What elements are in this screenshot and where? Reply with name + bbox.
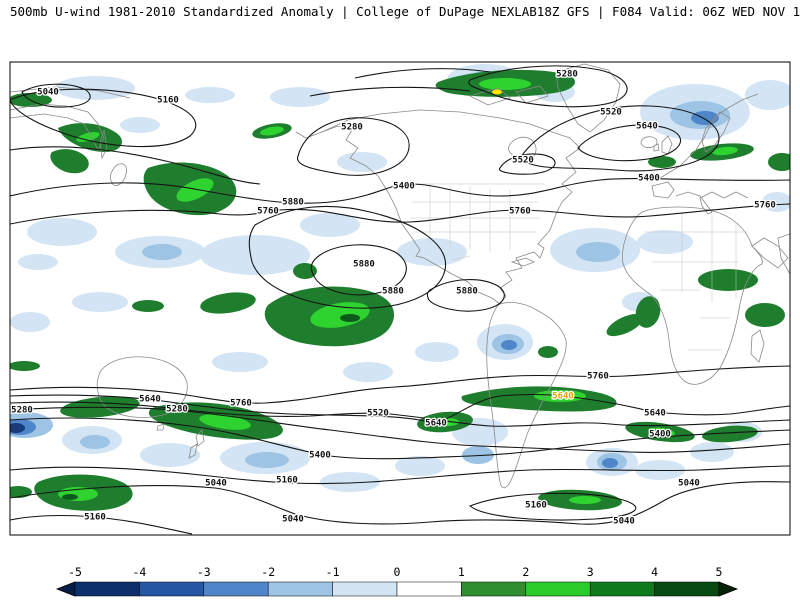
anomaly-colorbar: -5 -4 -3 -2 -1 0 1 2 3 4 5 (0, 560, 800, 600)
contour-label: 5040 (37, 88, 59, 98)
contour-label: 5760 (230, 399, 252, 409)
colorbar-tick-label: 3 (587, 565, 594, 579)
colorbar-segment (397, 582, 461, 596)
colorbar-tick-label: 4 (651, 565, 658, 579)
colorbar-segment (333, 582, 397, 596)
contour-label: 5160 (157, 96, 179, 106)
colorbar-tick-label: 1 (458, 565, 465, 579)
contour-label: 5880 (382, 287, 404, 297)
contour-label: 5160 (525, 501, 547, 511)
contour-label: 5640 (636, 122, 658, 132)
contour-label: 5400 (649, 430, 671, 440)
colorbar-segment (204, 582, 268, 596)
colorbar-tick-label: -4 (132, 565, 146, 579)
contour-label: 5400 (638, 174, 660, 184)
contour-label: 5160 (276, 476, 298, 486)
colorbar-segment (268, 582, 332, 596)
colorbar-tick-label: 0 (394, 565, 401, 579)
colorbar-tick-label: 2 (522, 565, 529, 579)
colorbar-tick-label: -1 (326, 565, 340, 579)
contour-label: 5520 (600, 108, 622, 118)
contour-label: 5280 (166, 405, 188, 415)
colorbar-segment (590, 582, 654, 596)
contour-label: 5640 (425, 419, 447, 429)
colorbar-segment (655, 582, 719, 596)
contour-label: 5040 (613, 517, 635, 527)
contour-label: 5400 (393, 182, 415, 192)
contour-label: 5760 (509, 207, 531, 217)
contour-label: 5880 (282, 198, 304, 208)
contour-label: 5280 (11, 406, 33, 416)
contour-label: 5640 (644, 409, 666, 419)
colorbar-segment (75, 582, 139, 596)
contour-label: 5280 (341, 123, 363, 133)
contour-label: 5760 (754, 201, 776, 211)
colorbar-cap-right (719, 582, 737, 596)
contour-label: 5880 (353, 260, 375, 270)
colorbar-tick-label: -3 (197, 565, 211, 579)
colorbar-segment (461, 582, 525, 596)
contour-label: 5640 (139, 395, 161, 405)
colorbar-tick-label: -2 (261, 565, 275, 579)
colorbar-segment (139, 582, 203, 596)
weather-map-page: 500mb U-wind 1981-2010 Standardized Anom… (0, 0, 800, 600)
contour-label: 5040 (282, 515, 304, 525)
contour-label: 5880 (456, 287, 478, 297)
contour-label: 5760 (587, 372, 609, 382)
colorbar-segment (526, 582, 590, 596)
colorbar-tick-label: 5 (716, 565, 723, 579)
colorbar-tick-label: -5 (68, 565, 82, 579)
contour-label: 5640 (552, 392, 574, 402)
contour-label: 5400 (309, 451, 331, 461)
world-map: 5040 5160 5280 5280 5520 5640 5520 5400 5400 5760… (0, 0, 800, 600)
contour-label: 5520 (367, 409, 389, 419)
contour-label: 5760 (257, 207, 279, 217)
contour-label: 5280 (556, 70, 578, 80)
contour-label: 5520 (512, 156, 534, 166)
contour-label: 5040 (678, 479, 700, 489)
contour-label: 5160 (84, 513, 106, 523)
contour-label: 5040 (205, 479, 227, 489)
colorbar-cap-left (57, 582, 75, 596)
contour-labels: 5040 5160 5280 5280 5520 5640 5520 5400 5400 5760… (11, 70, 776, 527)
